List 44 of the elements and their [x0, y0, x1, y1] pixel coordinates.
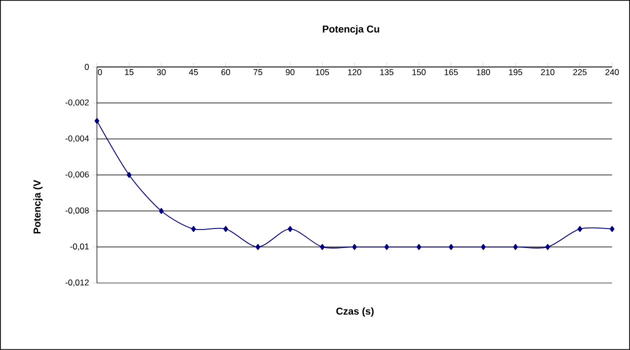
point [448, 244, 454, 250]
x-tick-label: 210 [541, 69, 554, 76]
y-axis-title: Potencja (V [33, 180, 43, 234]
x-tick-label: 240 [605, 69, 619, 76]
point [384, 244, 390, 250]
point [256, 244, 260, 250]
point [94, 118, 100, 124]
x-tick-label: 225 [573, 69, 587, 76]
x-tick-label: 90 [286, 69, 294, 76]
point [158, 208, 164, 214]
x-tick-label: 150 [412, 69, 426, 76]
chart-title: Potencja Cu [322, 25, 380, 35]
point [578, 226, 582, 232]
point [416, 244, 422, 250]
y-tick-label: -0,012 [66, 280, 89, 287]
point [320, 244, 325, 250]
y-tick-label: -0,002 [66, 99, 89, 106]
y-tick-label: -0,01 [70, 244, 89, 251]
x-tick-label: 45 [189, 69, 198, 76]
point [126, 172, 132, 178]
point [480, 244, 486, 250]
point [191, 226, 196, 232]
x-axis-title: Czas (s) [336, 307, 374, 317]
x-tick-label: 165 [444, 69, 458, 76]
point [288, 226, 293, 232]
x-tick-label: 195 [509, 69, 522, 76]
x-tick-label: 75 [254, 69, 262, 76]
x-tick-label: 135 [380, 69, 394, 76]
x-tick-label: 180 [476, 69, 490, 76]
x-tick-label: 120 [348, 69, 362, 76]
x-tick-label: 60 [221, 69, 230, 76]
point [513, 244, 518, 250]
point [545, 244, 550, 250]
x-tick-label: 0 [98, 69, 102, 76]
x-tick-label: 105 [316, 69, 330, 76]
x-tick-label: 15 [125, 69, 134, 76]
y-tick-label: -0,008 [66, 208, 89, 215]
y-tick-label: -0,004 [66, 135, 89, 142]
y-tick-label: 0 [84, 64, 89, 70]
point [223, 226, 228, 232]
y-tick-label: -0,006 [66, 172, 89, 178]
point [610, 226, 614, 232]
point [352, 244, 357, 250]
x-tick-label: 30 [156, 69, 166, 76]
